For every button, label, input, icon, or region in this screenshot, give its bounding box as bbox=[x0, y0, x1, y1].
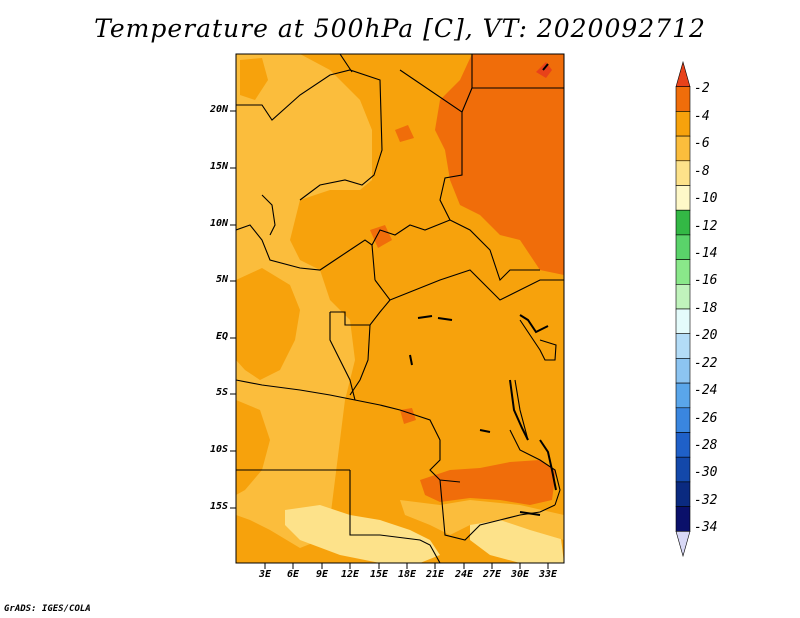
colorbar-label: -14 bbox=[694, 246, 718, 261]
lon-label: 21E bbox=[425, 569, 445, 580]
colorbar-label: -30 bbox=[694, 465, 718, 480]
colorbar-label: -26 bbox=[694, 411, 718, 426]
colorbar bbox=[675, 60, 691, 558]
lat-label: 5S bbox=[215, 387, 228, 398]
colorbar-swatch bbox=[675, 481, 691, 507]
lon-label: 30E bbox=[510, 569, 530, 580]
lat-ticks bbox=[230, 110, 236, 509]
lon-ticks bbox=[264, 563, 549, 569]
colorbar-swatch bbox=[675, 456, 691, 483]
colorbar-label: -24 bbox=[694, 383, 718, 398]
lon-label: 33E bbox=[538, 569, 558, 580]
lat-label: 10N bbox=[209, 218, 228, 229]
colorbar-label: -10 bbox=[694, 191, 718, 206]
lon-label: 6E bbox=[286, 569, 300, 580]
colorbar-label: -22 bbox=[694, 356, 718, 371]
field-west-main-3 bbox=[240, 58, 268, 100]
lon-label: 27E bbox=[482, 569, 502, 580]
plot-frame bbox=[235, 53, 565, 564]
colorbar-swatch bbox=[675, 185, 691, 211]
colorbar-swatch bbox=[675, 506, 691, 532]
colorbar-label: -18 bbox=[694, 301, 718, 316]
colorbar-swatch bbox=[675, 111, 691, 137]
lon-label: 3E bbox=[258, 569, 272, 580]
field-west-main-1 bbox=[236, 268, 300, 380]
colorbar-label: -4 bbox=[694, 109, 710, 124]
field-warm-patch-2 bbox=[400, 408, 416, 424]
colorbar-label: -16 bbox=[694, 273, 718, 288]
lat-label: EQ bbox=[215, 331, 228, 342]
lon-label: 15E bbox=[369, 569, 389, 580]
colorbar-swatch bbox=[675, 283, 691, 310]
colorbar-label: -32 bbox=[694, 493, 718, 508]
lon-label: 9E bbox=[315, 569, 329, 580]
lat-label: 15N bbox=[209, 161, 228, 172]
field-west-main-2 bbox=[236, 400, 270, 495]
colorbar-swatch bbox=[675, 432, 691, 458]
colorbar-swatch bbox=[675, 333, 691, 359]
colorbar-swatch bbox=[675, 209, 691, 236]
colorbar-swatch bbox=[675, 160, 691, 186]
colorbar-swatch bbox=[675, 135, 691, 162]
lat-label: 10S bbox=[209, 444, 228, 455]
field-warm-patch-3 bbox=[395, 125, 414, 142]
colorbar-label: -2 bbox=[694, 81, 710, 96]
field-south-mid bbox=[400, 500, 564, 540]
colorbar-swatch bbox=[675, 407, 691, 433]
colorbar-swatch bbox=[675, 234, 691, 260]
field-northeast-warm bbox=[435, 54, 564, 275]
lon-label: 24E bbox=[454, 569, 474, 580]
colorbar-swatch bbox=[675, 86, 691, 112]
field-southeast-warm bbox=[420, 460, 556, 505]
lakes bbox=[409, 63, 557, 516]
country-borders bbox=[236, 54, 564, 563]
colorbar-swatch bbox=[675, 382, 691, 409]
colorbar-label: -34 bbox=[694, 520, 718, 535]
colorbar-swatch bbox=[675, 308, 691, 335]
lat-label: 20N bbox=[209, 104, 228, 115]
colorbar-label: -8 bbox=[694, 164, 710, 179]
colorbar-swatch bbox=[675, 60, 691, 87]
colorbar-label: -28 bbox=[694, 438, 718, 453]
lat-label: 5N bbox=[215, 274, 228, 285]
lat-label: 15S bbox=[209, 501, 228, 512]
lon-label: 12E bbox=[340, 569, 360, 580]
colorbar-label: -6 bbox=[694, 136, 710, 151]
colorbar-swatch bbox=[675, 531, 691, 558]
field-west-mid bbox=[236, 54, 372, 548]
credit-text: GrADS: IGES/COLA bbox=[4, 604, 91, 614]
field-warm-patch-1 bbox=[370, 225, 392, 248]
temperature-field bbox=[236, 54, 564, 563]
field-south-cool-1 bbox=[285, 505, 440, 563]
chart-title: Temperature at 500hPa [C], VT: 202009271… bbox=[94, 14, 706, 43]
colorbar-label: -20 bbox=[694, 328, 718, 343]
colorbar-swatch bbox=[675, 358, 691, 384]
colorbar-label: -12 bbox=[694, 219, 718, 234]
colorbar-swatch bbox=[675, 259, 691, 285]
lon-label: 18E bbox=[397, 569, 417, 580]
